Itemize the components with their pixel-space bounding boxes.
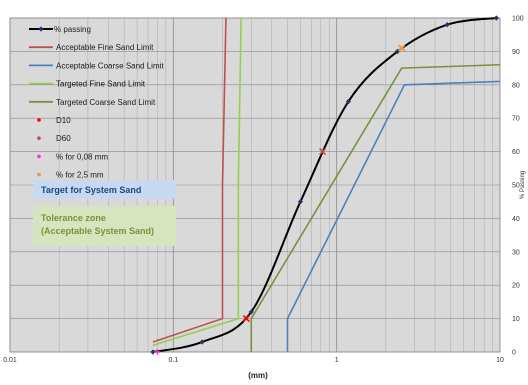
legend-swatch (37, 136, 41, 140)
legend-item: % for 0,08 mm (37, 152, 108, 161)
annotation-box-target (33, 180, 176, 199)
annotation-tolerance-line: (Acceptable System Sand) (41, 226, 154, 236)
data-point-passing (199, 339, 205, 345)
legend-label: % passing (54, 25, 91, 34)
y-tick-label: 50 (512, 183, 520, 190)
series-line-passing (152, 17, 497, 353)
legend-swatch (37, 118, 41, 122)
x-tick-label: 0.01 (3, 357, 17, 364)
legend-label: % for 2,5 mm (56, 171, 104, 180)
legend-item: Acceptable Fine Sand Limit (29, 43, 154, 52)
series-line-targeted-coarse-sand-limit (250, 63, 501, 352)
legend-label: D60 (56, 134, 71, 143)
data-point-passing (297, 199, 304, 205)
series-line-acceptable-fine-sand-limit (152, 17, 227, 343)
legend-label: D10 (56, 116, 71, 125)
legend-label: Targeted Coarse Sand Limit (56, 98, 156, 107)
annotation-box-tolerance (33, 206, 176, 246)
legend-label: Targeted Fine Sand Limit (56, 80, 146, 89)
marker-for-2-5-mm (398, 44, 406, 52)
y-tick-label: 100 (512, 16, 524, 23)
legend-item: Targeted Coarse Sand Limit (29, 98, 156, 107)
x-axis-title: (mm) (248, 371, 268, 380)
y-axis-title: % Passing (520, 171, 526, 199)
y-tick-label: 0 (512, 350, 516, 357)
data-point-passing (493, 15, 499, 21)
x-tick-label: 10 (496, 357, 504, 364)
y-tick-label: 60 (512, 149, 520, 156)
legend-label: Acceptable Fine Sand Limit (56, 43, 154, 52)
series-line-targeted-fine-sand-limit (152, 17, 242, 347)
y-tick-label: 10 (512, 316, 520, 323)
legend-item: Acceptable Coarse Sand Limit (29, 61, 164, 70)
x-tick-label: 1 (335, 357, 339, 364)
legend-marker (38, 26, 44, 32)
legend-swatch (37, 154, 41, 159)
legend-label: Acceptable Coarse Sand Limit (56, 61, 164, 70)
y-tick-label: 20 (512, 283, 520, 290)
legend-item: % passing (29, 25, 91, 34)
marker-for-0-08-mm (154, 349, 161, 355)
y-tick-label: 90 (512, 49, 520, 56)
data-point-passing (150, 349, 156, 355)
data-point-passing (248, 309, 254, 315)
marker-d60 (319, 148, 327, 156)
marker-d10 (242, 315, 250, 323)
series-line-acceptable-coarse-sand-limit (286, 80, 501, 352)
y-tick-label: 70 (512, 116, 520, 123)
data-point-passing (345, 98, 352, 105)
legend-swatch (37, 172, 41, 177)
y-tick-label: 80 (512, 82, 520, 89)
annotation-tolerance-line: Tolerance zone (41, 213, 106, 223)
annotation-tolerance: Tolerance zone (Acceptable System Sand) (41, 213, 154, 236)
legend-item: D10 (37, 116, 71, 125)
y-tick-label: 40 (512, 216, 520, 223)
annotation-target: Target for System Sand (41, 185, 141, 195)
legend-item: D60 (37, 134, 71, 143)
legend-label: % for 0,08 mm (56, 152, 108, 161)
y-tick-label: 30 (512, 249, 520, 256)
data-point-passing (444, 22, 450, 28)
x-tick-label: 0.1 (168, 357, 178, 364)
legend-item: Targeted Fine Sand Limit (29, 80, 146, 89)
legend-item: % for 2,5 mm (37, 171, 104, 180)
